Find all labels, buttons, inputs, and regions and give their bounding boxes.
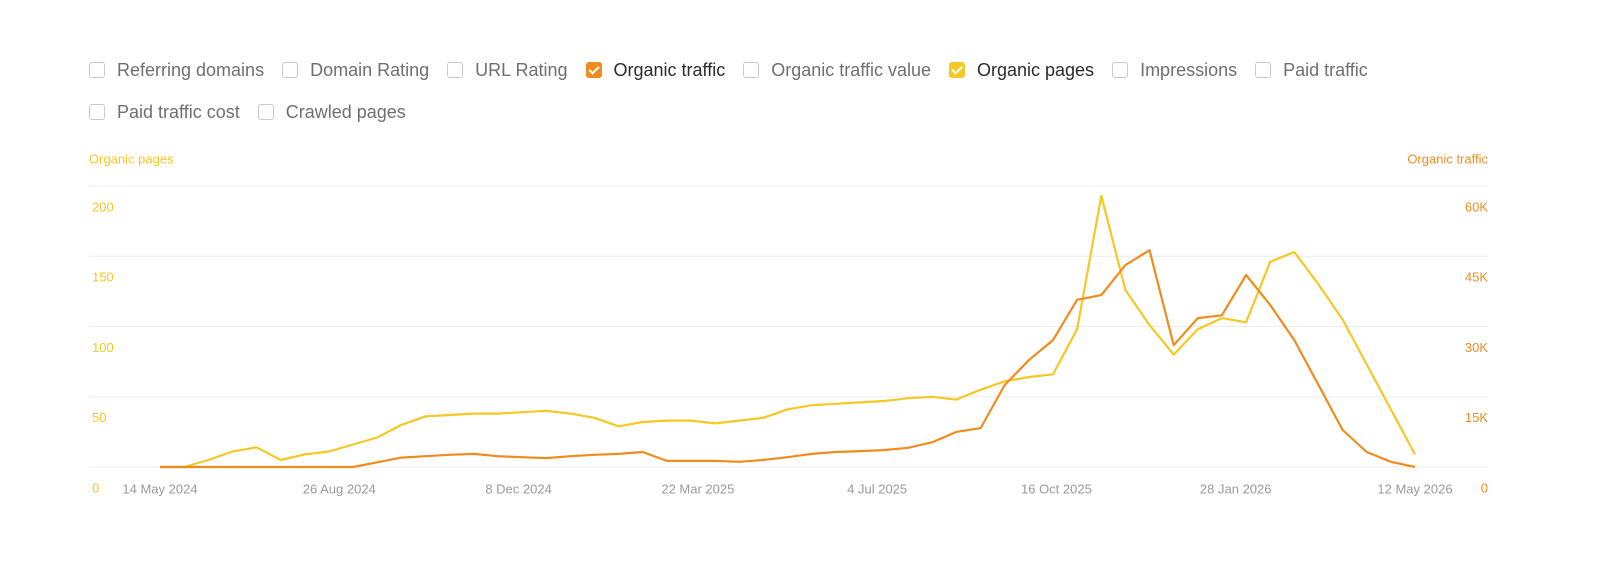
series-line	[160, 249, 1416, 469]
y-tick-label: 150	[92, 270, 114, 285]
metric-checkbox[interactable]: Crawled pages	[257, 99, 406, 125]
metric-checkbox[interactable]: Referring domains	[89, 57, 264, 83]
y2-tick-label: 30K	[1465, 340, 1488, 355]
y-tick-label: 0	[92, 480, 99, 495]
checkbox-label[interactable]: Organic traffic value	[771, 59, 931, 80]
y-axis-title: Organic pages	[89, 151, 174, 166]
x-tick-label: 28 Jan 2026	[1200, 481, 1272, 496]
metric-checkbox[interactable]: Organic pages	[948, 57, 1095, 83]
checkbox-label[interactable]: Impressions	[1140, 59, 1238, 80]
y2-tick-label: 15K	[1465, 410, 1488, 425]
checkbox-label[interactable]: Paid traffic	[1283, 59, 1368, 80]
checkbox-box[interactable]	[89, 62, 105, 78]
checkbox-box[interactable]	[743, 62, 760, 78]
x-tick-label: 8 Dec 2024	[485, 481, 552, 496]
checkbox-label[interactable]: Domain Rating	[310, 59, 430, 80]
x-tick-label: 16 Oct 2025	[1021, 481, 1092, 496]
checkbox-box[interactable]	[948, 62, 965, 78]
checkbox-label[interactable]: Paid traffic cost	[117, 101, 240, 122]
metric-checkbox[interactable]: Paid traffic	[1255, 57, 1368, 83]
x-tick-label: 14 May 2024	[122, 481, 197, 496]
y-tick-label: 50	[92, 410, 106, 425]
checkbox-label[interactable]: Referring domains	[117, 59, 265, 80]
checkbox-box[interactable]	[257, 104, 274, 120]
checkbox-label[interactable]: Crawled pages	[285, 101, 406, 122]
x-tick-label: 26 Aug 2024	[303, 481, 376, 496]
checkbox-label[interactable]: URL Rating	[475, 59, 568, 80]
metric-checkbox[interactable]: Organic traffic value	[743, 57, 931, 83]
metric-checkbox[interactable]: Impressions	[1112, 57, 1237, 83]
y2-tick-label: 0	[1481, 480, 1488, 495]
x-tick-label: 4 Jul 2025	[847, 481, 907, 496]
y2-tick-label: 45K	[1465, 270, 1488, 285]
y2-tick-label: 60K	[1465, 199, 1488, 214]
checkbox-box[interactable]	[282, 62, 299, 78]
y2-axis-title: Organic traffic	[1407, 151, 1488, 166]
y-tick-label: 200	[92, 199, 114, 214]
y-tick-label: 100	[92, 340, 114, 355]
checkbox-box[interactable]	[1112, 62, 1129, 78]
metric-checkboxes: Referring domains Domain Rating URL Rating…	[89, 57, 1499, 125]
checkbox-box[interactable]	[89, 104, 105, 120]
series-line	[160, 194, 1416, 469]
checkbox-label[interactable]: Organic traffic	[613, 59, 726, 80]
metric-checkbox[interactable]: URL Rating	[447, 57, 568, 83]
metric-checkbox[interactable]: Paid traffic cost	[89, 99, 240, 125]
metric-checkbox[interactable]: Domain Rating	[282, 57, 429, 83]
checkbox-label[interactable]: Organic pages	[976, 59, 1095, 80]
x-tick-label: 12 May 2026	[1377, 481, 1452, 496]
checkbox-box[interactable]	[447, 62, 464, 78]
checkbox-box[interactable]	[585, 62, 602, 78]
checkbox-box[interactable]	[1255, 62, 1272, 78]
metric-checkbox[interactable]: Organic traffic	[585, 57, 726, 83]
x-tick-label: 22 Mar 2025	[661, 481, 734, 496]
